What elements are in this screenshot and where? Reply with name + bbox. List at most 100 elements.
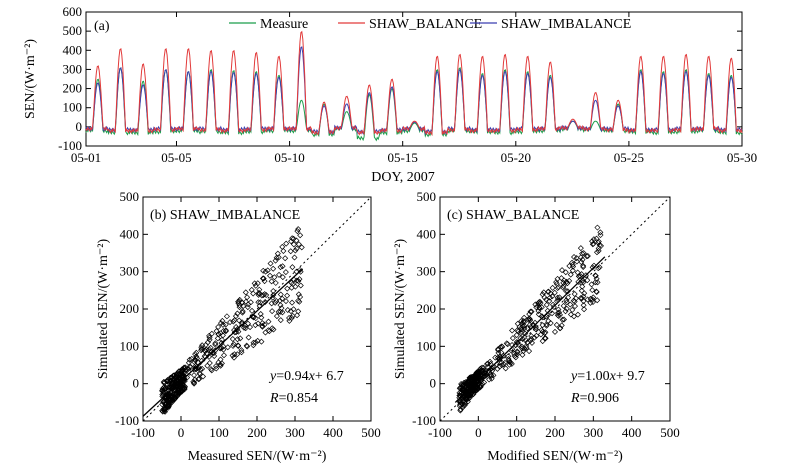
data-point [536, 304, 543, 311]
data-point [464, 398, 471, 405]
panel-a-ytick-label: 400 [63, 42, 83, 57]
data-point [535, 311, 542, 318]
data-point [574, 269, 581, 276]
xtick-label: 200 [545, 425, 565, 440]
data-point [497, 344, 504, 351]
data-point [526, 316, 533, 323]
data-point [244, 304, 251, 311]
data-point [251, 280, 258, 287]
data-point [273, 254, 280, 261]
data-point [577, 273, 584, 280]
data-point [245, 334, 252, 341]
data-point [271, 274, 278, 281]
data-point [206, 360, 213, 366]
data-point [563, 278, 570, 285]
data-point [231, 329, 238, 336]
panel-b-label: (b) SHAW_IMBALANCE [150, 208, 300, 223]
data-point [555, 283, 562, 290]
data-point [192, 351, 199, 358]
data-point [595, 239, 602, 246]
data-point [542, 335, 549, 342]
data-point [472, 375, 479, 382]
data-point [554, 294, 561, 301]
data-point [569, 306, 576, 313]
data-point [199, 342, 206, 349]
data-point [175, 372, 182, 379]
data-point [528, 335, 535, 342]
data-point [583, 253, 590, 260]
data-point [297, 282, 304, 289]
data-point [597, 232, 604, 239]
data-point [166, 384, 173, 391]
data-point [519, 323, 526, 330]
data-point [470, 386, 477, 393]
data-point [572, 295, 579, 302]
data-point [217, 361, 224, 368]
data-point [218, 345, 225, 352]
data-point [169, 381, 176, 388]
data-point [167, 399, 174, 406]
data-point [580, 250, 587, 257]
data-point [182, 364, 189, 371]
data-point [212, 340, 219, 347]
ytick-label: 400 [120, 226, 140, 241]
data-point [593, 249, 600, 256]
data-point [518, 318, 525, 325]
data-point [293, 237, 300, 244]
panel-b-eq-rest: + 6.7 [315, 369, 344, 384]
data-point [162, 406, 169, 413]
data-point [241, 324, 248, 331]
data-point [473, 373, 480, 380]
panel-c-eq-rest: + 9.7 [616, 369, 645, 384]
data-point [297, 293, 304, 300]
xtick-label: 200 [247, 425, 267, 440]
data-point [549, 293, 556, 300]
data-point [277, 291, 284, 298]
data-point [220, 321, 226, 328]
panel-a-xtick-label: 05-01 [71, 150, 101, 165]
data-point [524, 339, 531, 346]
ytick-label: 500 [120, 189, 140, 204]
data-point [206, 336, 213, 343]
data-point [179, 385, 186, 392]
data-point [229, 335, 236, 342]
data-point [524, 325, 531, 332]
panel-b-r: R=0.854 [269, 391, 318, 406]
ytick-label: -100 [412, 413, 436, 428]
panel-a-series [85, 30, 743, 142]
data-point [553, 321, 560, 328]
data-point [252, 322, 259, 329]
data-point [211, 353, 218, 360]
data-point [295, 241, 302, 248]
panel-c-eq-coef: =1.00 [577, 369, 609, 384]
panel-b-eq-coef: =0.94 [276, 369, 308, 384]
ytick-label: 200 [120, 301, 140, 316]
panel-a-label: (a) [94, 19, 110, 34]
data-point [506, 361, 513, 368]
ytick-label: -100 [115, 413, 139, 428]
data-point [566, 277, 573, 284]
data-point [288, 284, 295, 291]
data-point [284, 292, 291, 299]
data-point [560, 316, 567, 323]
data-point [294, 312, 301, 319]
ytick-label: 300 [417, 264, 437, 279]
data-point [498, 359, 505, 366]
data-point [224, 344, 231, 351]
data-point [525, 316, 532, 323]
data-point [518, 343, 525, 350]
data-point [218, 360, 225, 367]
data-point [581, 306, 588, 313]
data-point [584, 253, 591, 259]
panel-b-ticks: -100 0 100 200 300 400 500 -100 0 100 200 300 400 500 [115, 189, 381, 440]
data-point [509, 335, 516, 342]
data-point [584, 296, 591, 303]
data-point [291, 254, 298, 261]
data-point [284, 306, 291, 313]
data-point [580, 302, 587, 309]
data-point [257, 299, 264, 306]
data-point [556, 309, 563, 316]
data-point [292, 247, 299, 254]
panel-c-r-sym: R [570, 391, 580, 406]
data-point [267, 272, 274, 279]
